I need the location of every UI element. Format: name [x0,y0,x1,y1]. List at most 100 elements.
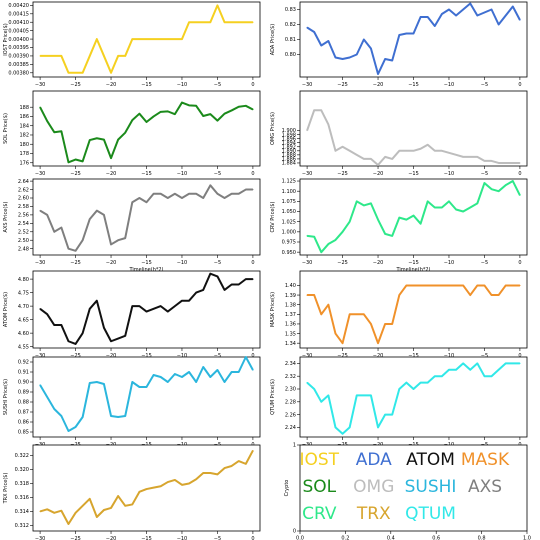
data-point [377,342,379,344]
data-point [74,343,77,345]
data-point [124,505,126,507]
x-tick-label: −30 [35,171,46,177]
data-point [174,305,176,307]
data-point [455,369,457,371]
y-tick-label: 2.54 [18,221,29,227]
y-tick-label: 1.125 [282,179,296,185]
x-tick-label: −5 [214,171,221,177]
data-point [223,21,226,23]
data-point [476,156,478,158]
data-point [245,463,247,465]
data-point [174,479,176,481]
data-point [188,371,190,373]
data-point [82,72,84,74]
legend-entry-qtum: QTUM [405,504,456,524]
x-tick-label: −15 [141,536,152,540]
x-tick-label: −15 [408,260,419,266]
data-point [46,396,48,398]
data-point [441,284,443,287]
data-point [469,206,471,209]
data-point [483,160,486,162]
data-point [160,111,162,113]
chart-mask: −30 −25 −20 −15 −10 −5 0 1.34 1.35 1.36 1.37 1.38 1.… [270,270,528,359]
data-point [419,284,422,287]
data-point [60,130,62,132]
data-point [195,105,197,107]
data-point [188,193,190,195]
data-point [384,233,386,235]
data-point [223,381,226,383]
data-point [363,158,365,160]
data-point [74,426,77,428]
data-point [512,180,514,182]
data-point [216,473,219,475]
y-tick-label: 1.39 [285,293,296,299]
data-point [391,59,393,62]
plot-frame [32,178,261,256]
x-tick-label: −10 [177,353,188,359]
data-point [103,214,105,216]
data-point [131,305,133,307]
y-tick-label: 2.64 [18,179,29,185]
data-point [490,375,493,377]
x-tick-label: −5 [214,353,221,359]
data-point [67,161,70,163]
chart-iost: −30 −25 −20 −15 −10 −5 0 0.00380 0.00385 0.00390 0… [3,1,261,88]
data-point [53,231,55,233]
data-point [512,162,514,164]
plot-frame [32,356,261,438]
y-tick-label: 178 [19,151,29,157]
legend-panel: 0.0 0.2 0.4 0.6 0.8 1.0 0 1 Crypto IOST ADA ATOM MAS… [284,443,531,540]
x-tick-label: −25 [70,536,81,540]
data-point [145,121,148,123]
y-tick-label: 0.314 [15,509,29,515]
y-tick-label: 0.00395 [8,45,29,51]
data-point [341,231,344,233]
data-point [252,188,254,191]
data-point [498,162,500,164]
y-tick-label: 2.48 [18,246,29,252]
data-point [356,200,358,202]
y-tick-label: 1.100 [282,189,296,195]
y-tick-label: 1.886 [282,157,296,163]
data-point [398,388,400,390]
x-tick-label: −5 [481,82,488,88]
x-tick-label: 0 [251,260,254,266]
data-point [96,137,98,139]
data-point [245,21,247,23]
data-point [483,11,486,14]
data-point [391,323,393,325]
data-point [252,21,254,23]
data-point [448,284,450,287]
data-point [74,72,77,74]
plot-frame [299,356,528,438]
data-point [252,449,254,452]
data-point [476,284,478,287]
data-point [391,158,393,160]
x-tick-label: −30 [302,353,313,359]
data-point [476,362,478,364]
data-point [245,188,247,191]
chart-ada: −30 −25 −20 −15 −10 −5 0 0.80 0.81 0.82 0.83 ADA Pr… [270,1,528,88]
data-point [398,217,400,219]
data-point [334,56,337,59]
data-point [110,340,112,342]
x-tick-label: −10 [444,171,455,177]
y-tick-label: 0.00400 [8,37,29,43]
data-point [427,382,429,384]
y-tick-label: 1.000 [282,230,296,236]
y-tick-label: 2.58 [18,204,29,210]
y-tick-label: 0.00390 [8,54,29,60]
data-point [455,14,457,17]
data-point [334,150,337,152]
data-point [448,369,450,371]
data-point [231,193,233,195]
data-point [405,219,408,221]
data-point [145,310,148,313]
data-point [216,193,219,195]
data-point [74,512,77,514]
y-tick-label: 1.892 [282,144,296,150]
data-point [216,120,219,122]
data-point [167,481,169,483]
x-tick-label: −20 [106,82,117,88]
